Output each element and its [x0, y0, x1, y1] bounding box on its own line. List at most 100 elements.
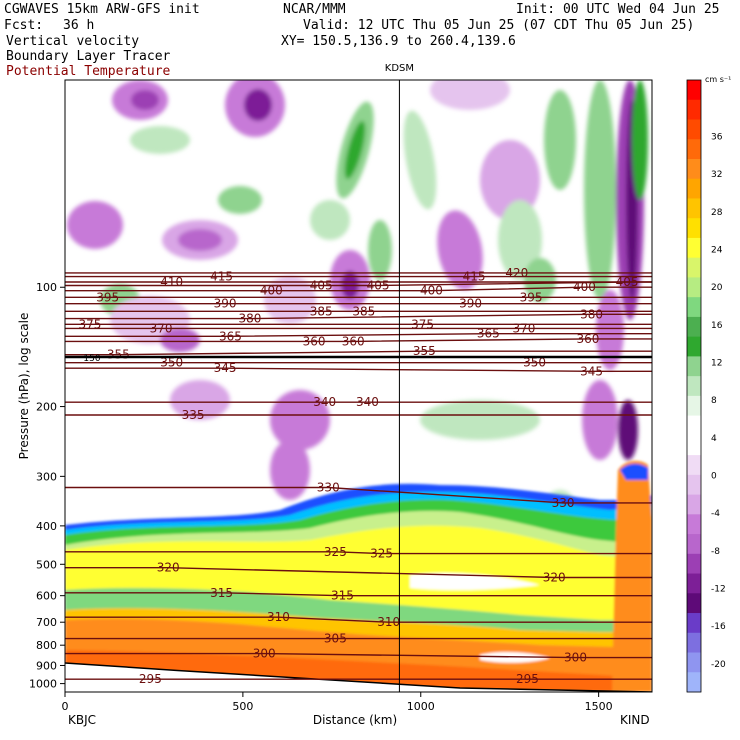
isentrope-label: 295 [139, 672, 162, 686]
tropopause-label: 150 [83, 354, 100, 364]
colorbar-cell [687, 139, 701, 160]
colorbar-cell [687, 237, 701, 259]
isentrope-label: 360 [577, 332, 600, 346]
isentrope-label: 405 [310, 279, 333, 293]
colorbar-cell [687, 534, 701, 555]
colorbar-cell [687, 80, 701, 101]
isentrope-label: 390 [214, 297, 237, 311]
colorbar-frame [686, 79, 702, 693]
isentrope-label: 310 [377, 615, 400, 629]
colorbar-tick-label: 4 [711, 434, 717, 444]
isentrope-label: 395 [520, 290, 543, 304]
colorbar-tick-label: 0 [711, 471, 717, 481]
colorbar-cell [687, 455, 701, 476]
colorbar-cell [687, 395, 701, 417]
isentrope-label: 405 [367, 279, 390, 293]
colorbar-cell [687, 356, 701, 377]
isentrope-line [65, 486, 652, 504]
plot-field: 150 295 295 300 300 305 310 310 315 315 320 320 325 3… [65, 80, 652, 692]
isentrope-line [65, 338, 652, 343]
y-tick-label: 500 [36, 558, 57, 571]
colorbar-cell [687, 435, 701, 456]
isentrope-label: 355 [413, 344, 436, 358]
isentrope-label: 370 [512, 321, 535, 335]
colorbar-tick-label: -8 [711, 547, 720, 557]
isentrope-label: 355 [107, 348, 130, 362]
isentrope-label: 375 [411, 317, 434, 331]
isentrope-label: 350 [523, 356, 546, 370]
isentrope-label: 400 [573, 280, 596, 294]
isentrope-label: 300 [564, 651, 587, 665]
init-label: Init: 00 UTC Wed 04 Jun 25 [516, 2, 720, 17]
colorbar-unit: cm s⁻¹ [705, 75, 731, 84]
colorbar-tick-label: 12 [711, 358, 722, 368]
isentrope-label: 410 [160, 275, 183, 289]
isentrope-label: 300 [253, 647, 276, 661]
isentrope-label: 305 [324, 632, 347, 646]
fcst-value: 36 h [63, 18, 95, 33]
org-label: NCAR/MMM [283, 2, 346, 17]
y-tick-label: 700 [36, 616, 57, 629]
isentrope-line [65, 313, 652, 320]
isentrope-label: 345 [214, 361, 237, 375]
y-axis: 100 200 300 400 500 600 700 800 900 1000 [29, 281, 65, 691]
colorbar-cell [687, 336, 701, 357]
colorbar: 36 32 28 24 20 16 12 8 4 0 -4 -8 -12 -16 -20 [686, 79, 726, 693]
colorbar-cell [687, 277, 701, 298]
colorbar-cell [687, 99, 701, 120]
isentrope-label: 315 [210, 586, 233, 600]
y-tick-label: 200 [36, 401, 57, 414]
isentrope-label: 400 [260, 284, 283, 298]
isentrope-label: 340 [313, 395, 336, 409]
isentrope-label: 330 [552, 496, 575, 510]
isentrope-label: 360 [342, 334, 365, 348]
y-tick-label: 600 [36, 590, 57, 603]
colorbar-cell [687, 593, 701, 614]
colorbar-cell [687, 474, 701, 496]
colorbar-tick-label: 36 [711, 132, 723, 142]
isentrope-label: 330 [317, 480, 340, 494]
isentrope-label: 325 [324, 545, 347, 559]
isentrope-line [65, 286, 652, 292]
isentrope-label: 340 [356, 395, 379, 409]
isentrope-line [65, 616, 652, 623]
x-end-label-right: KIND [620, 713, 650, 727]
fcst-label: Fcst: [4, 18, 44, 33]
y-axis-label: Pressure (hPa), log scale [17, 313, 31, 460]
xy-label: XY= 150.5,136.9 to 260.4,139.6 [281, 34, 516, 49]
colorbar-cell [687, 672, 701, 693]
isentrope-label: 310 [267, 610, 290, 624]
y-tick-label: 300 [36, 470, 57, 483]
colorbar-cell [687, 632, 701, 654]
colorbar-tick-label: 28 [711, 208, 723, 218]
isentrope-label: 390 [459, 297, 482, 311]
x-tick-label: 1000 [407, 700, 435, 713]
isentrope-line [65, 367, 652, 372]
colorbar-cell [687, 573, 701, 594]
isentrope-line [65, 350, 652, 356]
isentrope-line [65, 551, 652, 555]
isentrope-label: 415 [210, 270, 233, 284]
colorbar-cell [687, 376, 701, 397]
isentrope-label: 315 [331, 589, 354, 603]
isentrope-label: 365 [477, 327, 500, 341]
isentrope-label: 405 [616, 275, 639, 289]
isentrope-label: 380 [239, 312, 262, 326]
colorbar-tick-label: 24 [711, 245, 723, 255]
isentrope-label: 335 [182, 408, 205, 422]
y-tick-label: 1000 [29, 678, 57, 691]
x-tick-label: 0 [62, 700, 69, 713]
colorbar-cell [687, 297, 701, 318]
valid-label: Valid: 12 UTC Thu 05 Jun 25 (07 CDT Thu … [303, 18, 695, 33]
model-title: CGWAVES 15km ARW-GFS init [4, 2, 200, 17]
colorbar-tick-label: -4 [711, 509, 720, 519]
colorbar-cell [687, 158, 701, 180]
colorbar-cell [687, 494, 701, 515]
isentrope-label: 350 [160, 356, 183, 370]
y-tick-label: 800 [36, 639, 57, 652]
isentrope-label: 400 [420, 284, 443, 298]
isentrope-line [65, 567, 652, 579]
colorbar-cell [687, 514, 701, 535]
isentrope-label: 320 [543, 571, 566, 585]
